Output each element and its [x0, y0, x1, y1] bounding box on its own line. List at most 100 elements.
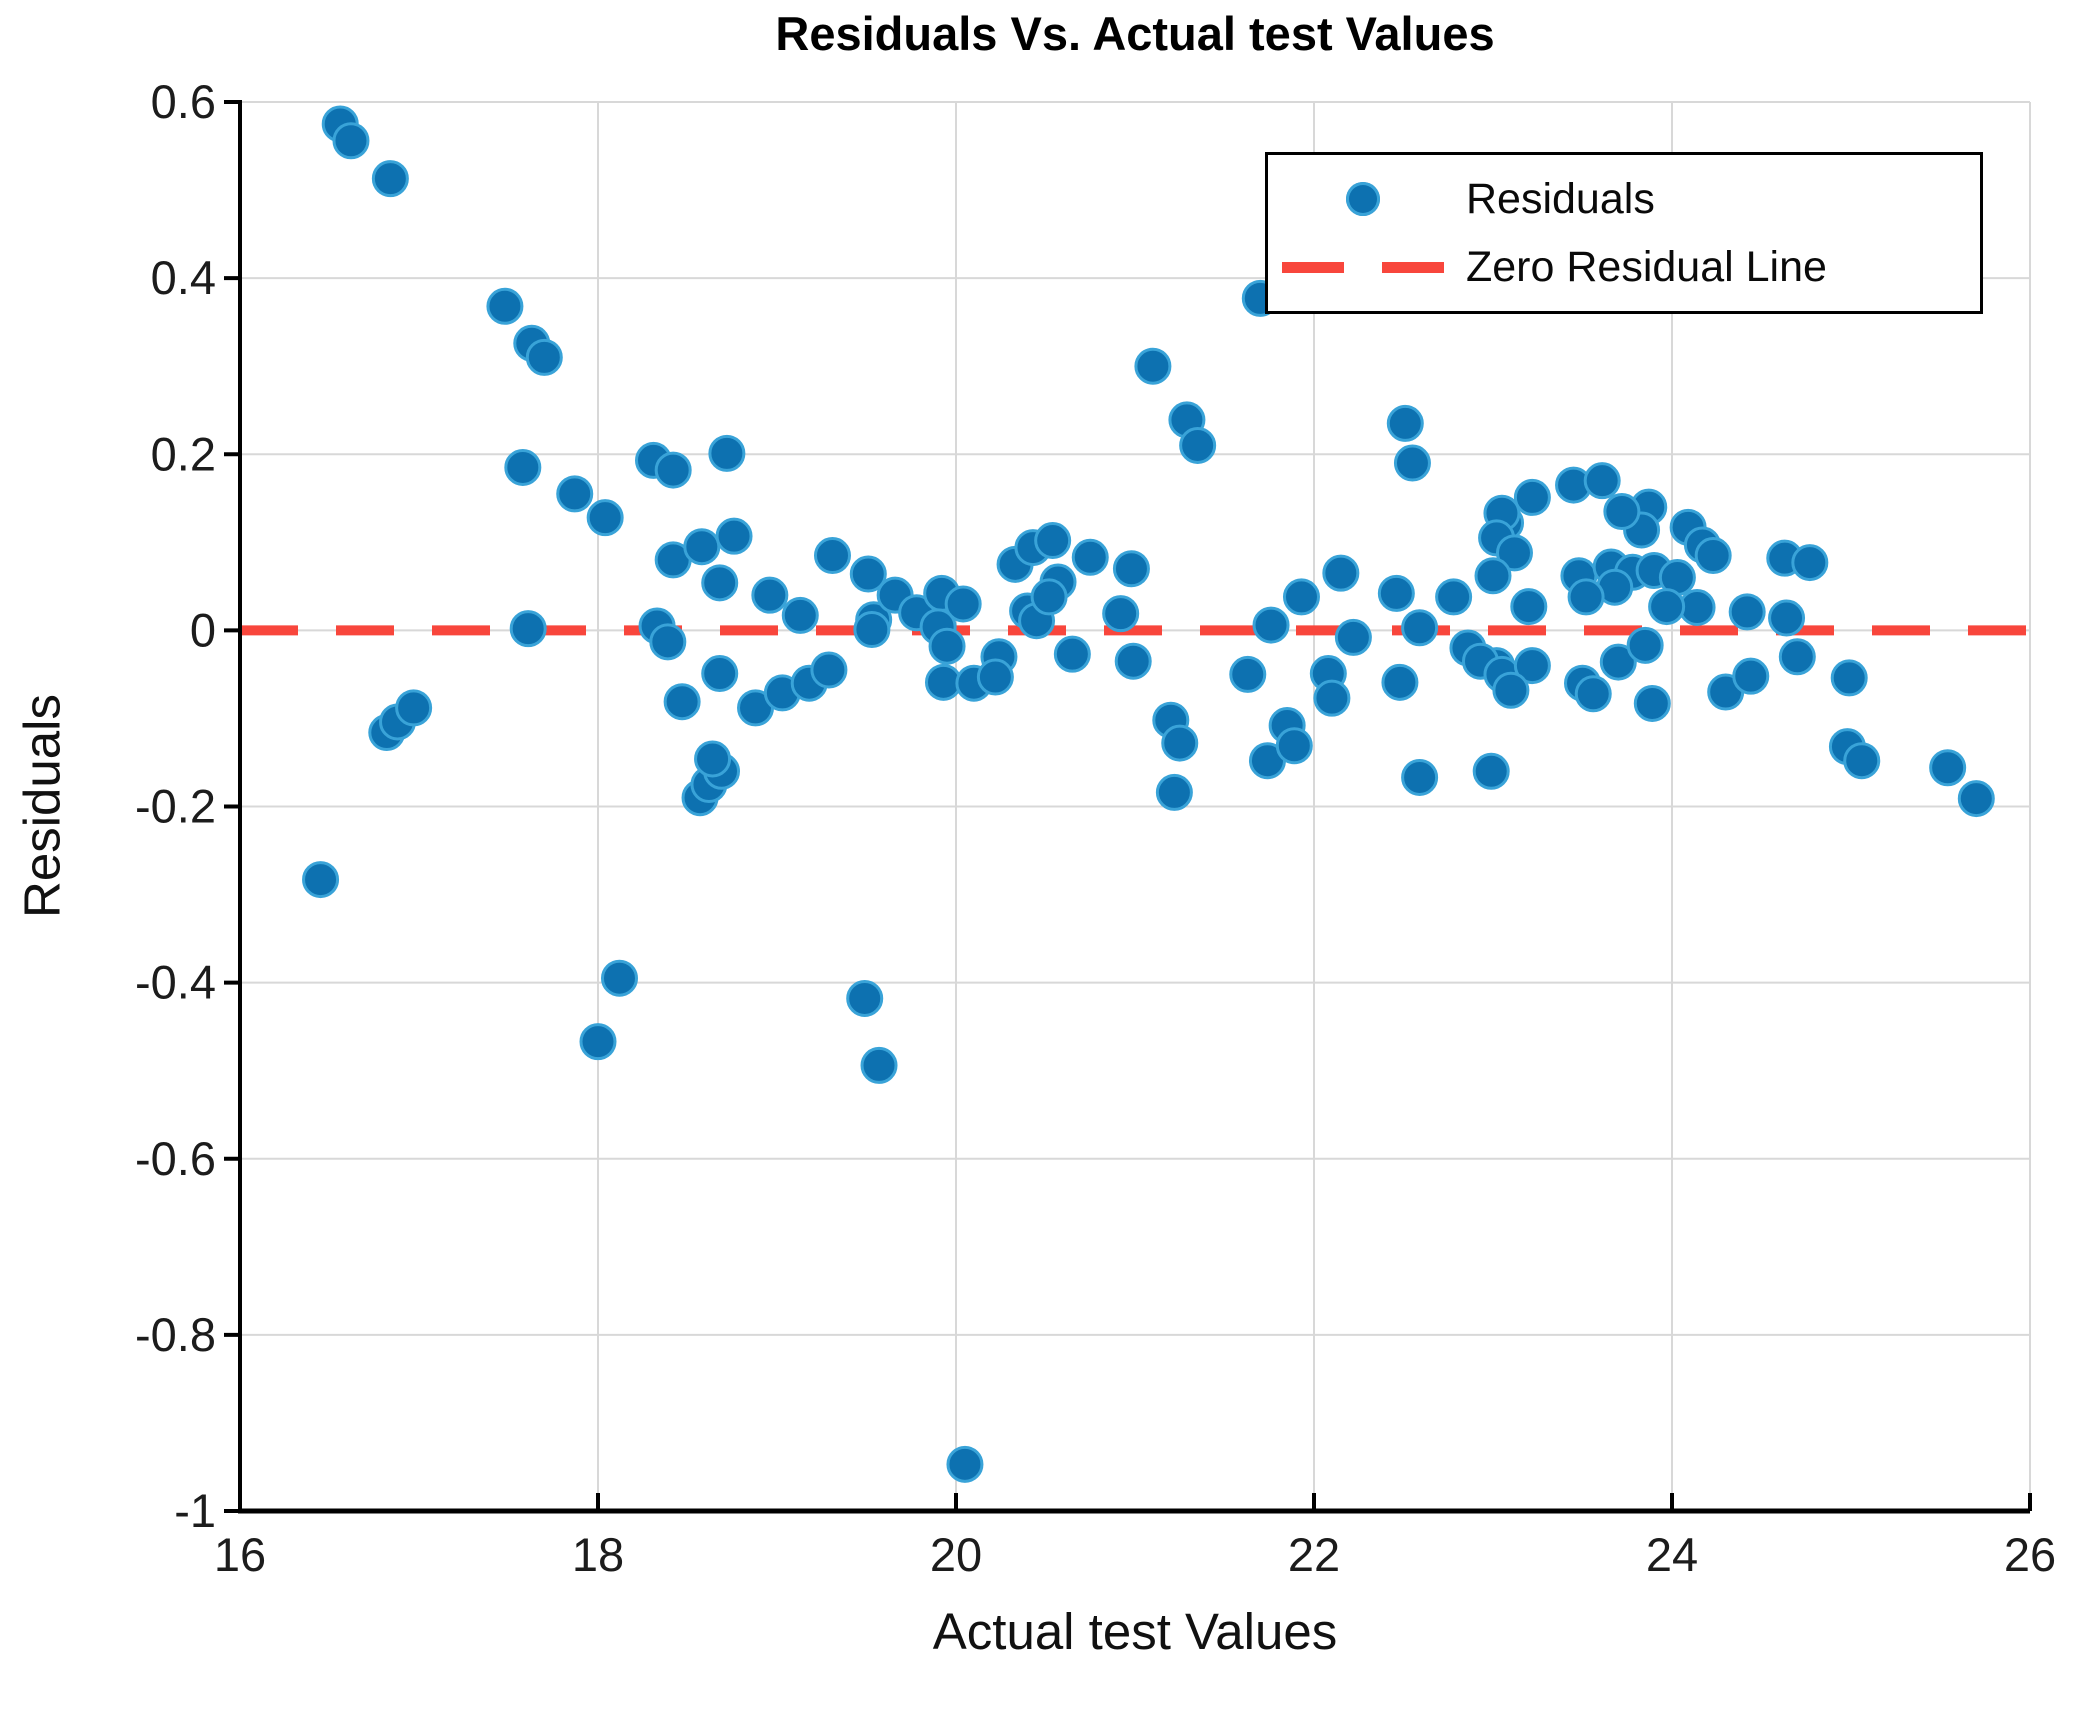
data-point [649, 623, 687, 661]
data-point [1401, 609, 1439, 647]
data-point [1728, 593, 1766, 631]
legend-marker-slot [1268, 182, 1458, 216]
y-tick-label: -0.6 [135, 1132, 216, 1185]
data-point [1161, 724, 1199, 762]
data-point [1134, 347, 1172, 385]
data-point [1179, 426, 1217, 464]
data-point [654, 451, 692, 489]
y-tick-label: 0 [190, 603, 216, 656]
data-point [525, 338, 563, 376]
dash-segment [1382, 261, 1444, 273]
residuals-marker-icon [1346, 182, 1380, 216]
data-point [1334, 618, 1372, 656]
data-point [708, 434, 746, 472]
data-point [1492, 671, 1530, 709]
data-point [1603, 492, 1641, 530]
data-point [1472, 752, 1510, 790]
data-point [1633, 684, 1671, 722]
data-point [781, 596, 819, 634]
y-axis-label: Residuals [13, 694, 71, 918]
data-point [810, 651, 848, 689]
data-point [1071, 538, 1109, 576]
data-point [395, 689, 433, 727]
data-point [976, 658, 1014, 696]
data-point [586, 499, 624, 537]
data-point [1435, 578, 1473, 616]
x-tick-label: 22 [1288, 1528, 1340, 1581]
data-point [504, 448, 542, 486]
data-point [1401, 758, 1439, 796]
data-point [1732, 657, 1770, 695]
y-tick-label: -0.4 [135, 956, 216, 1009]
data-point [813, 537, 851, 575]
legend-label: Residuals [1466, 174, 1655, 223]
data-point [1626, 626, 1664, 664]
legend-item-zero-line: Zero Residual Line [1268, 238, 1980, 296]
data-point [1030, 578, 1068, 616]
data-point [371, 160, 409, 198]
data-point [701, 655, 739, 693]
data-point [924, 663, 962, 701]
x-tick-label: 24 [1646, 1528, 1698, 1581]
x-tick-label: 16 [214, 1528, 266, 1581]
x-tick-label: 26 [2004, 1528, 2056, 1581]
data-point [1393, 444, 1431, 482]
data-point [1510, 588, 1548, 626]
data-point [1768, 599, 1806, 637]
y-tick-label: 0.4 [151, 251, 216, 304]
data-point [944, 585, 982, 623]
data-point [860, 1046, 898, 1084]
x-axis-label: Actual test Values [932, 1603, 1338, 1660]
data-point [1377, 574, 1415, 612]
data-point [715, 517, 753, 555]
data-point [332, 122, 370, 160]
data-point [663, 683, 701, 721]
data-point [1381, 663, 1419, 701]
data-point [853, 610, 891, 648]
legend-marker-slot [1268, 261, 1458, 273]
data-point [751, 576, 789, 614]
legend-item-residuals: Residuals [1268, 170, 1980, 228]
legend-label: Zero Residual Line [1466, 242, 1827, 291]
data-point [1599, 643, 1637, 681]
data-point [1694, 537, 1732, 575]
zero-line-marker-icon [1282, 261, 1444, 273]
chart-title: Residuals Vs. Actual test Values [775, 7, 1495, 60]
data-point [694, 740, 732, 778]
x-tick-label: 18 [572, 1528, 624, 1581]
data-point [683, 528, 721, 566]
data-point [1791, 544, 1829, 582]
data-point [1282, 578, 1320, 616]
legend-box: Residuals Zero Residual Line [1265, 152, 1983, 314]
y-tick-label: -1 [174, 1484, 216, 1537]
data-point [579, 1023, 617, 1061]
data-point [1386, 404, 1424, 442]
data-point [1843, 742, 1881, 780]
data-point [1567, 578, 1605, 616]
data-point [509, 610, 547, 648]
data-point [928, 627, 966, 665]
data-point [1678, 588, 1716, 626]
y-tick-label: 0.6 [151, 75, 216, 128]
data-point [1112, 550, 1150, 588]
data-point [846, 979, 884, 1017]
y-tick-label: -0.2 [135, 780, 216, 833]
x-tick-label: 20 [930, 1528, 982, 1581]
data-point [1275, 727, 1313, 765]
data-point [1830, 659, 1868, 697]
data-point [1929, 749, 1967, 787]
data-point [1648, 588, 1686, 626]
data-point [1513, 478, 1551, 516]
data-point [600, 959, 638, 997]
data-point [1495, 534, 1533, 572]
y-tick-label: -0.8 [135, 1308, 216, 1361]
data-point [946, 1445, 984, 1483]
data-point [1034, 522, 1072, 560]
data-point [1252, 606, 1290, 644]
data-point [1513, 647, 1551, 685]
data-point [1474, 557, 1512, 595]
data-point [1155, 773, 1193, 811]
data-point [1957, 780, 1995, 818]
